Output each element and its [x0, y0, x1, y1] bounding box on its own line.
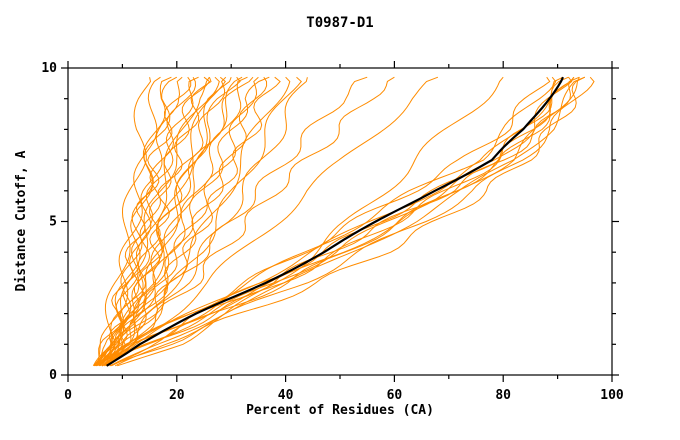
model-curve	[94, 76, 254, 367]
model-curve	[101, 76, 183, 367]
y-tick-label: 0	[49, 368, 57, 383]
model-curve	[98, 76, 211, 367]
model-curve	[101, 76, 551, 367]
model-curve	[104, 76, 573, 367]
model-curve	[101, 76, 368, 367]
model-curve	[101, 76, 557, 367]
model-curve	[105, 76, 580, 367]
model-curve	[95, 77, 212, 367]
model-curve	[95, 76, 161, 366]
model-curve	[104, 76, 580, 367]
model-curve	[96, 76, 291, 367]
model-curve	[102, 76, 564, 367]
model-curve	[111, 76, 575, 367]
model-curve	[105, 76, 395, 367]
x-tick-label: 80	[495, 388, 511, 403]
model-curve	[93, 76, 220, 367]
x-tick-label: 40	[278, 388, 294, 403]
model-curve	[95, 77, 152, 367]
model-curve	[106, 76, 575, 367]
model-curve	[95, 77, 308, 367]
model-curve	[109, 76, 586, 367]
model-curve	[99, 76, 259, 367]
model-curve	[102, 76, 281, 367]
model-curve	[102, 76, 241, 367]
chart-title: T0987-D1	[306, 15, 373, 31]
reference-curve	[106, 76, 564, 367]
model-curve	[98, 76, 302, 367]
y-axis-label: Distance Cutoff, A	[14, 150, 29, 291]
x-tick-label: 20	[169, 388, 185, 403]
model-curve	[104, 76, 270, 367]
x-tick-label: 0	[64, 388, 72, 403]
axes-layer: 0 20 40 60 80 100 0 5 10	[41, 61, 624, 403]
model-curve	[107, 76, 178, 367]
model-curve	[114, 76, 595, 367]
plot-border	[67, 67, 613, 376]
x-tick-label: 60	[387, 388, 403, 403]
series-layer	[92, 76, 595, 367]
model-curve	[98, 76, 439, 367]
model-curve	[117, 76, 504, 367]
model-curve	[99, 76, 210, 367]
x-axis-label: Percent of Residues (CA)	[246, 403, 434, 418]
y-tick-label: 10	[41, 61, 57, 76]
model-curve	[96, 76, 192, 366]
y-tick-label: 5	[49, 215, 57, 230]
model-curve	[98, 76, 199, 366]
model-curve	[93, 77, 232, 367]
x-tick-label: 100	[600, 388, 624, 403]
